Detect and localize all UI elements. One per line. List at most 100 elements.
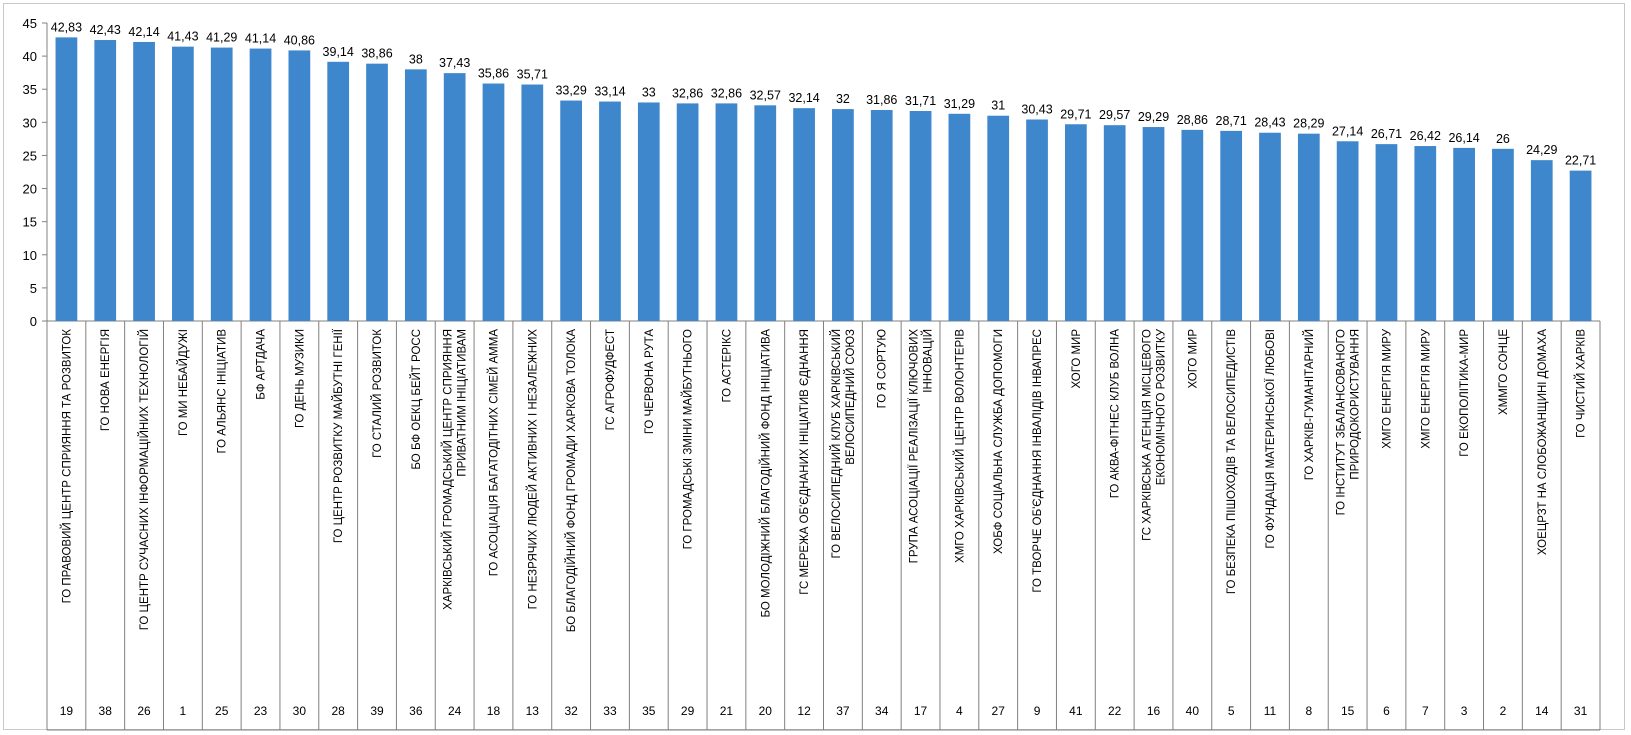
category-id-label: 15 xyxy=(1341,704,1355,718)
category-label: БФ АРТДАЧА xyxy=(256,329,268,400)
bar xyxy=(715,103,738,322)
category-id-label: 19 xyxy=(60,704,74,718)
category-label: ГО АСОЦІАЦІЯ БАГАТОДІТНИХ СІМЕЙ АММА xyxy=(487,329,500,577)
bar xyxy=(443,73,466,321)
category-label-group: ГО ДЕНЬ МУЗИКИ xyxy=(294,329,306,428)
category-id-label: 9 xyxy=(1034,704,1041,718)
category-label-line: ГО ЧЕРВОНА РУТА xyxy=(644,329,656,434)
bar-value-label: 32,57 xyxy=(750,88,781,102)
category-label-line: ГО ЧИСТИЙ ХАРКІВ xyxy=(1575,329,1588,438)
category-id-label: 8 xyxy=(1305,704,1312,718)
category-id-label: 23 xyxy=(254,704,268,718)
category-label-line: ГС МЕРЕЖА ОБ'ЄДНАНИХ ІНІЦІАТИВ ЄДНАННЯ xyxy=(799,329,811,595)
bar-value-label: 41,43 xyxy=(167,30,198,44)
category-label-line: ХАРКІВСЬКИЙ ГРОМАДСЬКИЙ ЦЕНТР СПРИЯННЯ xyxy=(442,329,455,610)
category-label: ГО ЦЕНТР РОЗВИТКУ МАЙБУТНІ ГЕНІЇ xyxy=(332,328,345,543)
category-label-line: БО БЛАГОДІЙНИЙ ФОНД ГРОМАДИ ХАРКОВА ТОЛО… xyxy=(565,329,578,633)
bar-value-label: 26,14 xyxy=(1448,131,1479,145)
y-tick-label: 15 xyxy=(23,215,37,230)
bar xyxy=(482,83,505,321)
bar xyxy=(1220,130,1243,321)
category-id-label: 1 xyxy=(180,704,187,718)
bar xyxy=(521,84,544,321)
bar-value-label: 30,43 xyxy=(1021,102,1052,116)
category-id-label: 16 xyxy=(1147,704,1161,718)
bar-value-label: 33,14 xyxy=(594,85,625,99)
y-tick-label: 40 xyxy=(23,49,37,64)
bar xyxy=(832,109,854,321)
category-label-line: ХОБФ СОЦІАЛЬНА СЛУЖБА ДОПОМОГИ xyxy=(993,329,1005,554)
bar xyxy=(1453,147,1475,321)
bar xyxy=(1336,141,1359,321)
category-label-line: ГО ЕКОПОЛІТИКА-МИР xyxy=(1459,329,1471,457)
category-label-group: ХМГО ХАРКІВСЬКИЙ ЦЕНТР ВОЛОНТЕРІВ xyxy=(953,329,966,563)
category-label-line: ГО АСТЕРІКС xyxy=(721,329,733,403)
category-label-group: ГО ІНСТИТУТ ЗБАЛАНСОВАНОГО ПРИРОДОКОРИСТУ… xyxy=(1336,329,1362,515)
category-label-line: ГО БЕЗПЕКА ПІШОХОДІВ ТА ВЕЛОСИПЕДИСТІВ xyxy=(1226,329,1238,594)
category-id-label: 12 xyxy=(797,704,811,718)
category-label-line: ГО НОВА ЕНЕРГІЯ xyxy=(100,329,112,431)
category-label-group: ГРУПА АСОЦІАЦІЇ РЕАЛІЗАЦІЇ КЛЮЧОВИХ ІННОВ… xyxy=(909,329,935,564)
category-label-group: ХОГО МИР xyxy=(1187,329,1199,389)
category-label: ГС ХАРКІВСЬКА АГЕНЦІЯ МІСЦЕВОГО ЕКОНОМІЧН… xyxy=(1142,328,1168,541)
category-label-group: ГО ЦЕНТР РОЗВИТКУ МАЙБУТНІ ГЕНІЇ xyxy=(332,328,345,543)
category-label: ГО АКВА-ФІТНЕС КЛУБ ВОЛНА xyxy=(1110,329,1122,499)
category-label-line: БФ АРТДАЧА xyxy=(256,329,268,400)
bar xyxy=(172,46,194,322)
bar xyxy=(948,113,971,321)
category-label-group: ГО БЕЗПЕКА ПІШОХОДІВ ТА ВЕЛОСИПЕДИСТІВ xyxy=(1226,329,1238,594)
bar-value-label: 35,86 xyxy=(478,67,509,81)
category-label-line: ГО ДЕНЬ МУЗИКИ xyxy=(294,329,306,428)
category-label-line: БО МОЛОДІЖНИЙ БЛАГОДІЙНИЙ ФОНД ІНІЦІАТИВ… xyxy=(759,329,772,618)
y-tick-label: 45 xyxy=(23,16,37,31)
category-label: ХММГО СОНЦЕ xyxy=(1498,329,1510,415)
category-label-group: БФ АРТДАЧА xyxy=(256,329,268,400)
category-id-label: 22 xyxy=(1108,704,1122,718)
category-label: ГО ТВОРЧЕ ОБ'ЄДНАННЯ ІНВАЛІДІВ ІНВАПРЕС xyxy=(1032,329,1044,593)
category-label: ХОЕЦРЗТ НА СЛОБОЖАНЩИНІ ДОМАХА xyxy=(1537,329,1549,555)
bar-value-label: 39,14 xyxy=(323,45,354,59)
category-id-label: 3 xyxy=(1461,704,1468,718)
category-label-group: ГО ЧЕРВОНА РУТА xyxy=(644,329,656,434)
category-id-label: 33 xyxy=(603,704,617,718)
category-label-group: БО БЛАГОДІЙНИЙ ФОНД ГРОМАДИ ХАРКОВА ТОЛО… xyxy=(565,329,578,633)
category-label-group: ГО ВЕЛОСИПЕДНИЙ КЛУБ ХАРКІВСЬКИЙ ВЕЛОСИПЕ… xyxy=(830,329,857,558)
category-id-label: 14 xyxy=(1535,704,1549,718)
bar xyxy=(987,115,1010,321)
category-label-line: ГО ГРОМАДСЬКІ ЗМІНИ МАЙБУТНЬОГО xyxy=(682,329,695,549)
category-label-line: ХОГО МИР xyxy=(1187,329,1199,389)
category-id-label: 35 xyxy=(642,704,656,718)
y-tick-label: 10 xyxy=(23,248,37,263)
y-tick-label: 25 xyxy=(23,148,37,163)
bar-value-label: 31 xyxy=(991,99,1005,113)
category-label-line: ГС АГРОФУДФЕСТ xyxy=(605,329,617,430)
category-label-group: ГО АЛЬЯНС ІНІЦІАТИВ xyxy=(217,329,229,454)
bar xyxy=(560,100,583,321)
category-id-label: 18 xyxy=(487,704,501,718)
bar-value-label: 38 xyxy=(409,52,423,66)
y-tick-label: 20 xyxy=(23,182,37,197)
bar xyxy=(870,110,893,322)
bar-value-label: 32,14 xyxy=(788,91,819,105)
category-label: ГО НОВА ЕНЕРГІЯ xyxy=(100,329,112,431)
bar xyxy=(1142,127,1165,321)
value-labels-group: 42,83 42,43 42,14 41,43 41,29 41,14 40,86 39,14… xyxy=(51,20,1597,167)
bar-value-label: 42,43 xyxy=(90,23,121,37)
category-label-group: ГС ХАРКІВСЬКА АГЕНЦІЯ МІСЦЕВОГО ЕКОНОМІЧН… xyxy=(1142,328,1168,541)
category-label-group: БО БФ ОЕКЦ БЕЙТ РОСС xyxy=(410,329,423,470)
category-label: ГРУПА АСОЦІАЦІЇ РЕАЛІЗАЦІЇ КЛЮЧОВИХ ІННОВ… xyxy=(909,329,935,564)
category-label-group: ГО НЕЗРЯЧИХ ЛЮДЕЙ АКТИВНИХ І НЕЗАЛЕЖНИХ xyxy=(526,329,539,610)
bar xyxy=(1530,160,1553,321)
bar-value-label: 31,71 xyxy=(905,94,936,108)
category-label-group: ГО ЦЕНТР СУЧАСНИХ ІНФОРМАЦІЙНИХ ТЕХНОЛОГ… xyxy=(138,329,151,630)
category-label-line: ГС ХАРКІВСЬКА АГЕНЦІЯ МІСЦЕВОГО xyxy=(1142,329,1154,541)
bar-value-label: 32,86 xyxy=(711,86,742,100)
category-id-label: 32 xyxy=(564,704,578,718)
category-id-label: 41 xyxy=(1069,704,1083,718)
category-label-line: ГО МИ НЕБАЙДУЖІ xyxy=(177,329,190,436)
category-label-group: ГО ГРОМАДСЬКІ ЗМІНИ МАЙБУТНЬОГО xyxy=(682,329,695,549)
category-label: ХМГО ЕНЕРГІЯ МИРУ xyxy=(1420,328,1432,448)
category-label-group: ГО МИ НЕБАЙДУЖІ xyxy=(177,329,190,436)
category-label-line: ГО СТАЛИЙ РОЗВИТОК xyxy=(371,329,384,458)
bar-value-label: 29,71 xyxy=(1060,107,1091,121)
